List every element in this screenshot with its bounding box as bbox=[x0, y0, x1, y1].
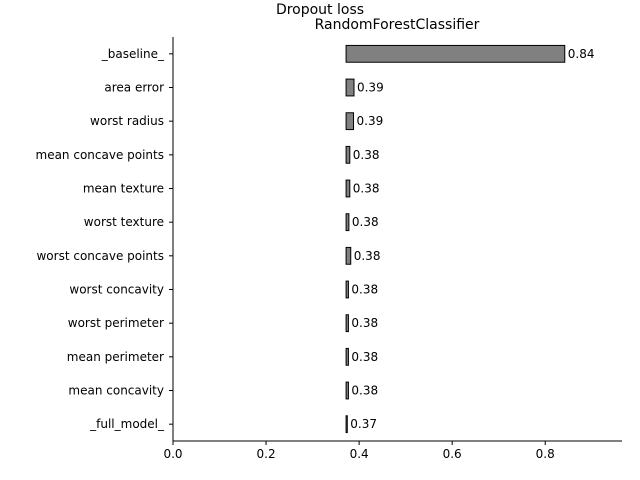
bar bbox=[345, 213, 350, 232]
y-tick-label: mean perimeter bbox=[67, 350, 164, 364]
plot-area: 0.0 0.2 0.4 0.6 0.8 _baseline_ 0.84 area error 0… bbox=[36, 37, 622, 461]
y-tick-label: worst texture bbox=[84, 215, 164, 229]
bar-value-label: 0.39 bbox=[357, 81, 384, 95]
y-tick-label: worst perimeter bbox=[68, 316, 164, 330]
bar-value-label: 0.38 bbox=[351, 350, 378, 364]
bar bbox=[345, 112, 355, 131]
bar-value-label: 0.38 bbox=[351, 283, 378, 297]
chart-title: RandomForestClassifier bbox=[315, 17, 480, 33]
x-tick-label: 0.2 bbox=[257, 447, 276, 461]
bar-value-label: 0.38 bbox=[353, 182, 380, 196]
bar-value-label: 0.38 bbox=[352, 215, 379, 229]
x-tick-label: 0.6 bbox=[443, 447, 462, 461]
bar-value-label: 0.38 bbox=[354, 249, 381, 263]
bar bbox=[345, 145, 351, 164]
x-tick-label: 0.4 bbox=[350, 447, 369, 461]
bar bbox=[345, 280, 349, 299]
bar bbox=[345, 246, 352, 265]
bar bbox=[345, 347, 349, 366]
x-tick-label: 0.8 bbox=[536, 447, 555, 461]
bar bbox=[345, 381, 349, 400]
bar-value-label: 0.38 bbox=[353, 148, 380, 162]
bar-value-label: 0.38 bbox=[351, 316, 378, 330]
x-tick-label: 0.0 bbox=[163, 447, 182, 461]
y-tick-label: mean concave points bbox=[36, 148, 165, 162]
y-tick-label: mean concavity bbox=[68, 384, 164, 398]
bar bbox=[345, 415, 348, 434]
y-tick-label: worst concave points bbox=[36, 249, 164, 263]
y-tick-label: worst concavity bbox=[69, 283, 164, 297]
y-tick-label: _full_model_ bbox=[89, 417, 165, 431]
y-tick-label: worst radius bbox=[90, 114, 164, 128]
chart-suptitle: Dropout loss bbox=[276, 2, 364, 18]
y-tick-label: _baseline_ bbox=[101, 47, 165, 61]
bar-value-label: 0.39 bbox=[357, 114, 384, 128]
bar-value-label: 0.84 bbox=[568, 47, 595, 61]
bar-value-label: 0.38 bbox=[351, 384, 378, 398]
bar bbox=[345, 314, 349, 333]
bar bbox=[345, 179, 351, 198]
bar bbox=[345, 78, 355, 97]
bar-value-label: 0.37 bbox=[350, 417, 377, 431]
y-tick-label: mean texture bbox=[83, 182, 164, 196]
y-tick-label: area error bbox=[104, 81, 164, 95]
bar bbox=[345, 44, 566, 63]
